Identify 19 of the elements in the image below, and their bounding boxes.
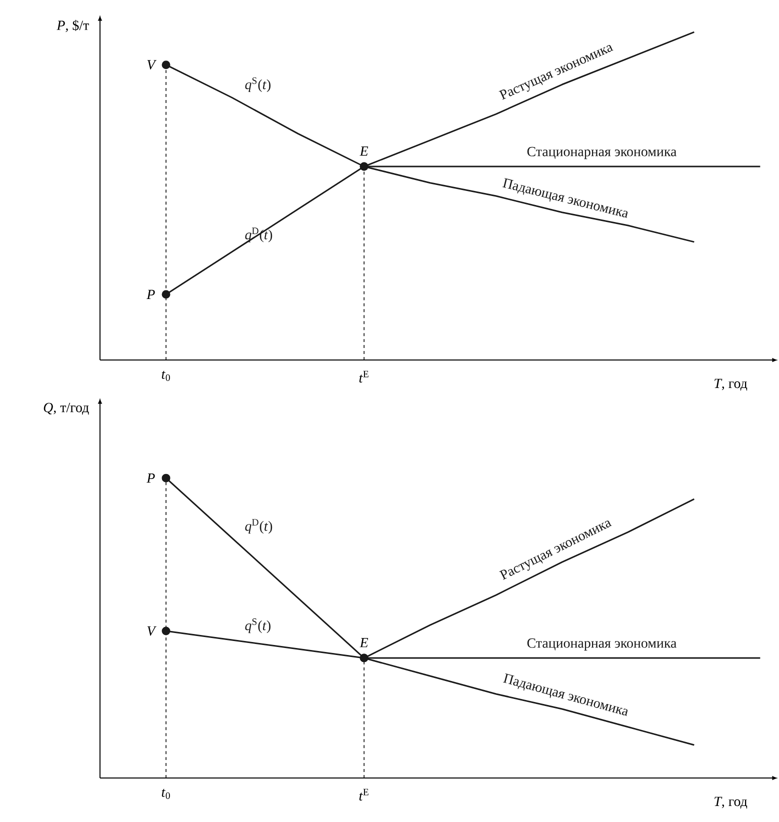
series-label: q$^{S}$(t) bbox=[245, 618, 271, 634]
series-label: q$^{S}$(t) bbox=[245, 77, 271, 92]
annotation: E bbox=[360, 146, 368, 156]
annotation: V bbox=[148, 60, 157, 70]
x-tick-label: t$^{E}$ bbox=[360, 370, 369, 383]
annotation: P bbox=[146, 473, 156, 483]
x-tick-label: t$_{0}$ bbox=[162, 788, 170, 799]
x-tick-label: t$_{0}$ bbox=[162, 370, 170, 381]
x-tick-label: t$^{E}$ bbox=[360, 788, 369, 801]
x-axis-title: T, год bbox=[714, 796, 748, 809]
series-label: Стационарная экономика bbox=[528, 638, 677, 651]
y-axis-title: P, $/т bbox=[56, 20, 90, 32]
x-axis-title: T, год bbox=[714, 378, 748, 391]
annotation: E bbox=[360, 638, 368, 648]
annotation: P bbox=[146, 290, 156, 299]
annotation: V bbox=[148, 626, 157, 636]
series-label: Стационарная экономика bbox=[528, 146, 677, 160]
series-label: q$^{D}$(t) bbox=[245, 519, 272, 534]
y-axis-title: Q, т/год bbox=[44, 402, 90, 415]
